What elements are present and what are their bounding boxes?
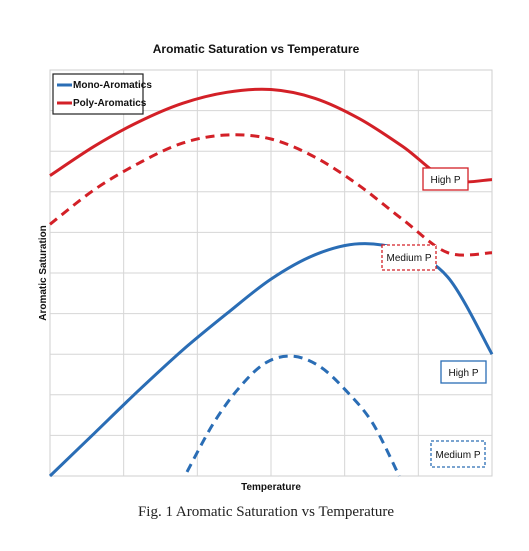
figure-caption: Fig. 1 Aromatic Saturation vs Temperatur… — [138, 504, 394, 520]
y-axis-label: Aromatic Saturation — [38, 225, 49, 321]
annotation-text: Medium P — [435, 450, 480, 461]
legend-label-poly: Poly-Aromatics — [73, 98, 147, 109]
chart-title: Aromatic Saturation vs Temperature — [153, 42, 360, 56]
legend: Mono-Aromatics Poly-Aromatics — [52, 73, 152, 115]
x-axis-label: Temperature — [241, 482, 301, 493]
annotations: High P Medium P High P Medium P — [381, 167, 487, 468]
annotation-text: High P — [430, 175, 460, 186]
grid — [50, 70, 492, 476]
annotation-text: High P — [448, 368, 478, 379]
annotation-poly-medium: Medium P — [381, 244, 437, 271]
series-line-poly-high — [49, 87, 493, 184]
plot-area — [48, 69, 494, 478]
annotation-mono-medium: Medium P — [430, 440, 486, 468]
annotation-mono-high: High P — [440, 360, 487, 384]
series-line-mono-medium — [185, 354, 401, 477]
legend-label-mono: Mono-Aromatics — [73, 80, 152, 91]
annotation-box — [440, 360, 487, 384]
annotation-box — [422, 167, 469, 191]
annotation-text: Medium P — [386, 253, 431, 264]
annotation-box — [430, 440, 486, 468]
legend-box — [52, 73, 144, 115]
series-line-poly-medium — [49, 133, 493, 257]
annotation-poly-high: High P — [422, 167, 469, 191]
annotation-box — [381, 244, 437, 271]
